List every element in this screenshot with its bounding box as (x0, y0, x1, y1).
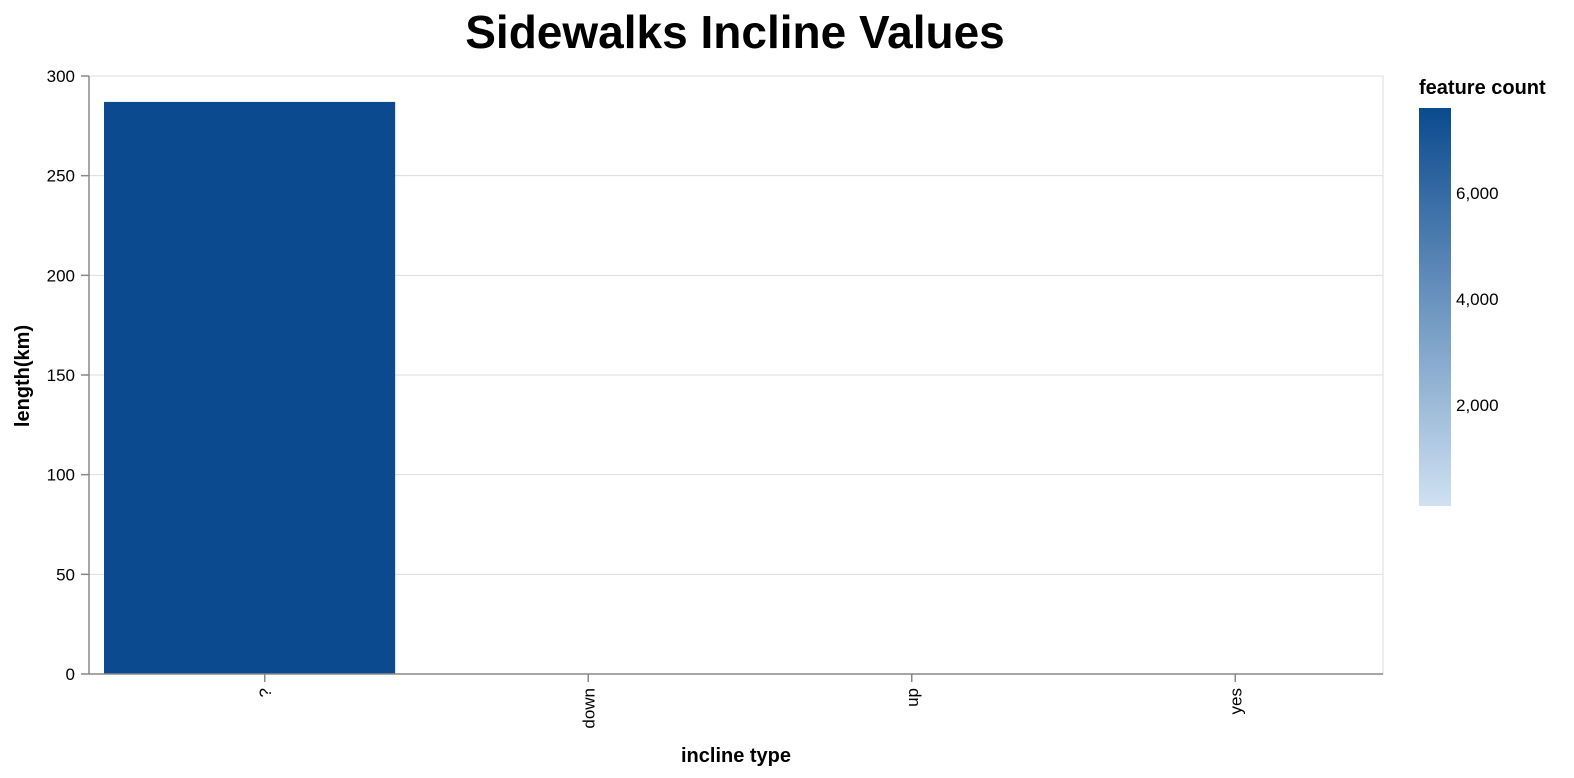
legend-gradient-bar (1419, 108, 1451, 506)
y-tick-label: 300 (47, 67, 75, 86)
legend-tick-label: 4,000 (1456, 290, 1499, 309)
y-tick-label: 250 (47, 167, 75, 186)
y-axis: 0 50 100 150 200 250 300 (47, 67, 90, 684)
legend-title: feature count (1419, 77, 1546, 99)
color-legend: feature count 2,000 4,000 6,000 (1419, 77, 1546, 506)
chart-title: Sidewalks Incline Values (465, 6, 1005, 58)
x-tick-label: up (903, 688, 922, 707)
bar-unknown (104, 101, 396, 674)
x-axis: ? down up yes (89, 673, 1383, 729)
x-tick-label: ? (256, 688, 275, 697)
legend-tick-label: 2,000 (1456, 396, 1499, 415)
y-tick-label: 200 (47, 266, 75, 285)
y-tick-label: 0 (66, 665, 75, 684)
x-tick-label: yes (1226, 688, 1245, 714)
legend-tick-label: 6,000 (1456, 184, 1499, 203)
bars (104, 101, 396, 674)
y-tick-label: 50 (56, 565, 75, 584)
y-tick-label: 150 (47, 366, 75, 385)
y-axis-title: length(km) (12, 325, 34, 427)
x-axis-title: incline type (681, 745, 791, 767)
x-tick-label: down (579, 688, 598, 729)
y-tick-label: 100 (47, 466, 75, 485)
